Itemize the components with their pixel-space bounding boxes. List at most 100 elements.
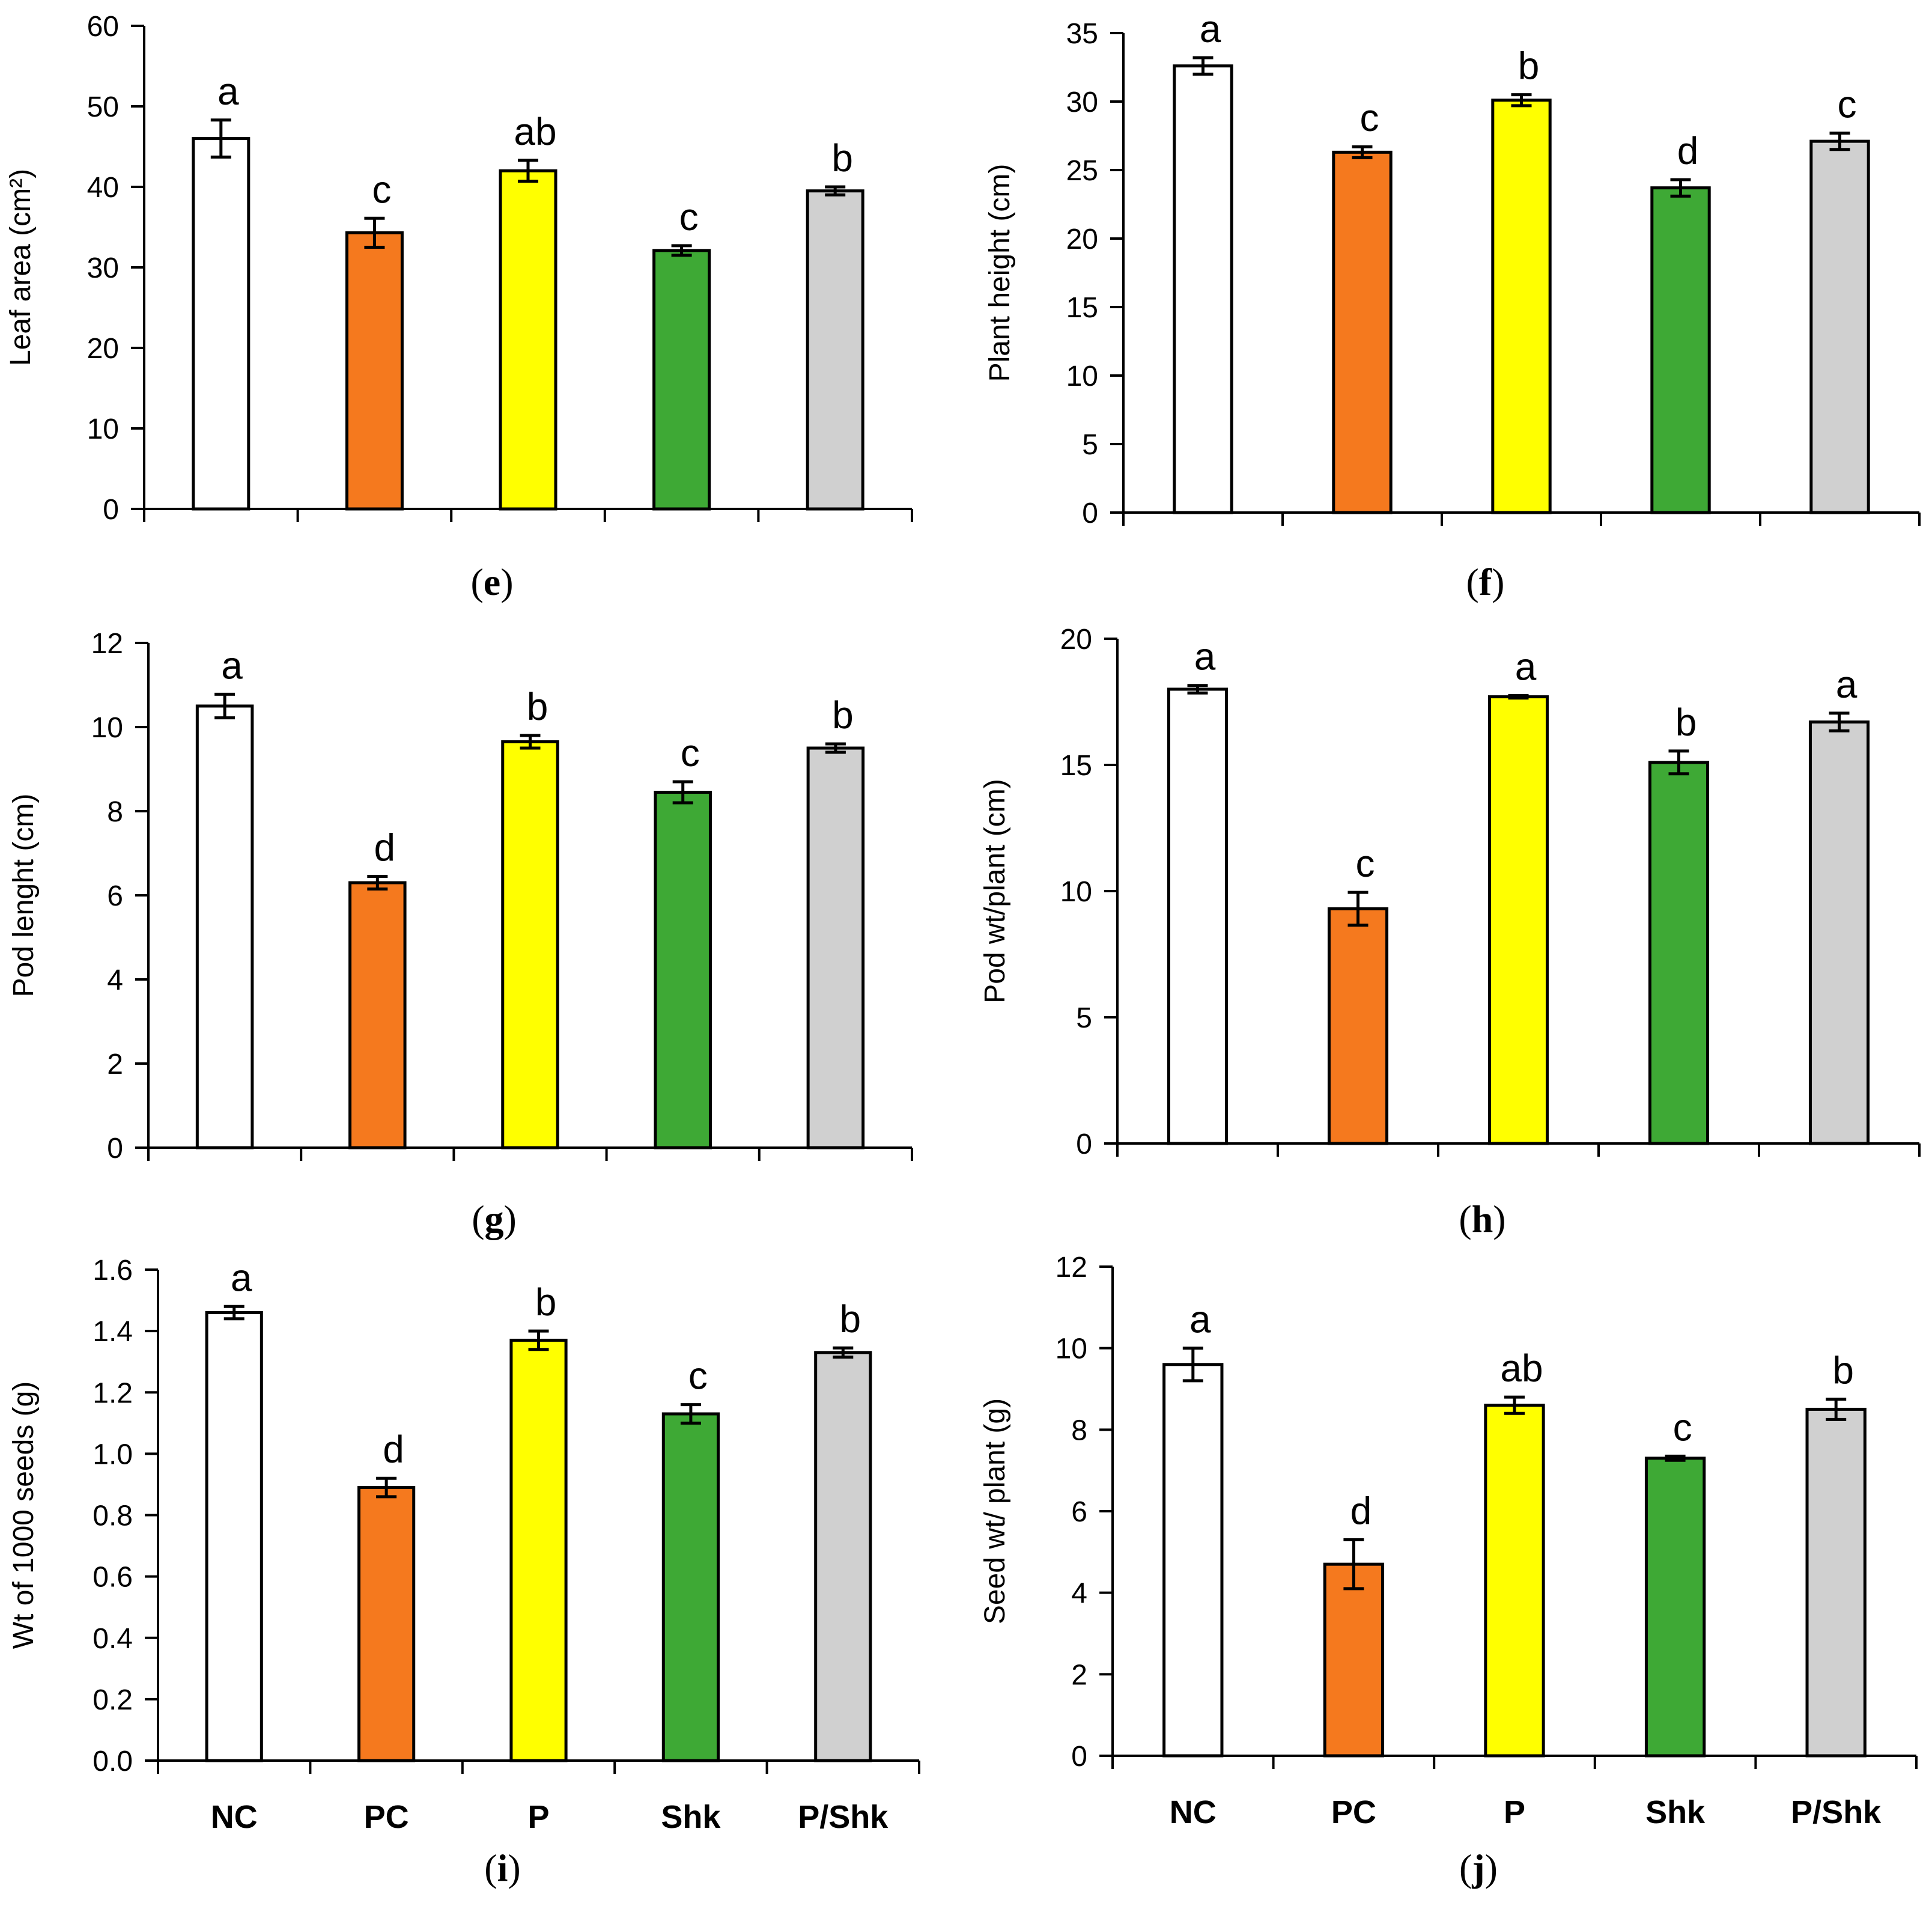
- y-tick-label: 4: [107, 964, 123, 996]
- y-tick-label: 8: [107, 796, 123, 828]
- significance-label: a: [231, 1256, 252, 1299]
- bar-p: [509, 1338, 568, 1762]
- bar-nc: [1167, 687, 1229, 1145]
- y-tick-label: 2: [1071, 1659, 1087, 1691]
- y-tick-label: 15: [1066, 292, 1098, 324]
- bar-pc: [1327, 907, 1389, 1145]
- x-category-label: P: [1504, 1794, 1525, 1830]
- chart-panel-j: 0 2 4 6 8 10 12 Seed wt/ plant (g) a NC d PC ab Pc Shk…: [979, 1252, 1918, 1889]
- y-tick-label: 0.8: [93, 1500, 133, 1532]
- y-tick-label: 5: [1076, 1002, 1092, 1034]
- y-tick-label: 10: [87, 413, 119, 445]
- chart-panel-f: 0 5 10 15 20 25 30 35 Plant height (cm) a c b d c (f): [984, 7, 1921, 603]
- y-tick-label: 4: [1071, 1578, 1087, 1610]
- bar-nc: [195, 704, 254, 1149]
- bar-shk: [661, 1412, 720, 1762]
- y-tick-label: 0.4: [93, 1623, 133, 1655]
- significance-label: a: [1189, 1298, 1211, 1341]
- y-axis-title: Wt of 1000 seeds (g): [8, 1381, 40, 1649]
- bar-p: [499, 169, 557, 511]
- bar-p: [1491, 99, 1552, 514]
- significance-label: a: [1194, 635, 1216, 678]
- y-tick-label: 0.2: [93, 1684, 133, 1716]
- y-tick-label: 10: [1066, 361, 1098, 392]
- y-tick-label: 20: [1066, 224, 1098, 255]
- significance-label: b: [831, 136, 853, 180]
- y-tick-label: 20: [1060, 624, 1092, 656]
- bar-p-shk: [814, 1351, 872, 1762]
- bar-p-shk: [1805, 1407, 1867, 1758]
- significance-label: ab: [514, 110, 556, 153]
- y-tick-label: 40: [87, 172, 119, 204]
- y-tick-label: 20: [87, 333, 119, 365]
- y-tick-label: 30: [1066, 87, 1098, 118]
- y-tick-label: 0: [1082, 498, 1098, 529]
- panel-label: (f): [1466, 561, 1505, 603]
- bar-shk: [1644, 1457, 1706, 1758]
- significance-label: c: [679, 195, 699, 239]
- y-tick-label: 0.0: [93, 1746, 133, 1777]
- y-tick-label: 1.0: [93, 1439, 133, 1470]
- significance-label: a: [1200, 7, 1221, 50]
- y-tick-label: 8: [1071, 1414, 1087, 1446]
- y-tick-label: 12: [1056, 1252, 1087, 1283]
- bar-p-shk: [1808, 720, 1870, 1145]
- y-axis-title: Seed wt/ plant (g): [979, 1398, 1011, 1624]
- y-tick-label: 1.6: [93, 1255, 133, 1286]
- bar-nc: [205, 1311, 263, 1762]
- x-category-label: PC: [1331, 1794, 1376, 1830]
- significance-label: a: [217, 70, 239, 113]
- x-category-label: P: [527, 1799, 549, 1835]
- y-tick-label: 50: [87, 91, 119, 123]
- y-tick-label: 6: [107, 880, 123, 912]
- bar-pc: [1332, 150, 1393, 514]
- y-tick-label: 10: [1056, 1333, 1087, 1365]
- y-tick-label: 35: [1066, 18, 1098, 50]
- panel-label: (i): [484, 1847, 520, 1889]
- y-tick-label: 1.2: [93, 1377, 133, 1409]
- y-tick-label: 0.6: [93, 1562, 133, 1594]
- y-axis-title: Pod lenght (cm): [8, 794, 40, 997]
- x-category-label: Shk: [661, 1799, 721, 1835]
- y-tick-label: 60: [87, 11, 119, 43]
- bar-pc: [357, 1486, 416, 1762]
- bar-p-shk: [806, 189, 864, 511]
- bar-p-shk: [806, 746, 865, 1149]
- y-tick-label: 0: [103, 494, 119, 526]
- significance-label: b: [832, 693, 854, 737]
- bar-pc: [345, 231, 404, 511]
- y-axis-title: Leaf area (cm²): [5, 169, 37, 366]
- significance-label: b: [535, 1280, 557, 1324]
- significance-label: d: [374, 826, 396, 869]
- panel-label: (e): [470, 561, 513, 603]
- y-tick-label: 12: [91, 628, 123, 660]
- significance-label: c: [688, 1354, 708, 1398]
- significance-label: c: [1673, 1405, 1692, 1449]
- significance-label: d: [383, 1428, 404, 1471]
- significance-label: a: [1836, 663, 1858, 706]
- chart-panel-e: 0 10 20 30 40 50 60 Leaf area (cm²) a c ab c b (e): [5, 11, 913, 603]
- significance-label: ab: [1500, 1347, 1543, 1390]
- bar-shk: [652, 249, 711, 511]
- y-tick-label: 5: [1082, 429, 1098, 461]
- y-tick-label: 25: [1066, 155, 1098, 187]
- significance-label: c: [1356, 842, 1375, 885]
- bar-nc: [192, 137, 251, 511]
- y-tick-label: 0: [1071, 1741, 1087, 1773]
- bar-pc: [1323, 1562, 1385, 1758]
- chart-panel-i: 0.0 0.2 0.4 0.6 0.8 1.0 1.2 1.4 1.6 Wt of 1000 se…: [8, 1255, 920, 1889]
- y-tick-label: 6: [1071, 1496, 1087, 1528]
- y-tick-label: 0: [107, 1133, 123, 1165]
- x-category-label: PC: [364, 1799, 409, 1835]
- bar-shk: [654, 791, 712, 1149]
- y-tick-label: 15: [1060, 750, 1092, 782]
- panel-label: (g): [472, 1198, 517, 1240]
- x-category-label: P/Shk: [1791, 1794, 1882, 1830]
- bar-p: [1487, 695, 1549, 1145]
- panel-label: (j): [1459, 1847, 1498, 1889]
- bar-pc: [348, 881, 407, 1149]
- y-tick-label: 1.4: [93, 1316, 133, 1348]
- y-tick-label: 2: [107, 1049, 123, 1080]
- y-tick-label: 10: [91, 712, 123, 744]
- y-tick-label: 10: [1060, 876, 1092, 908]
